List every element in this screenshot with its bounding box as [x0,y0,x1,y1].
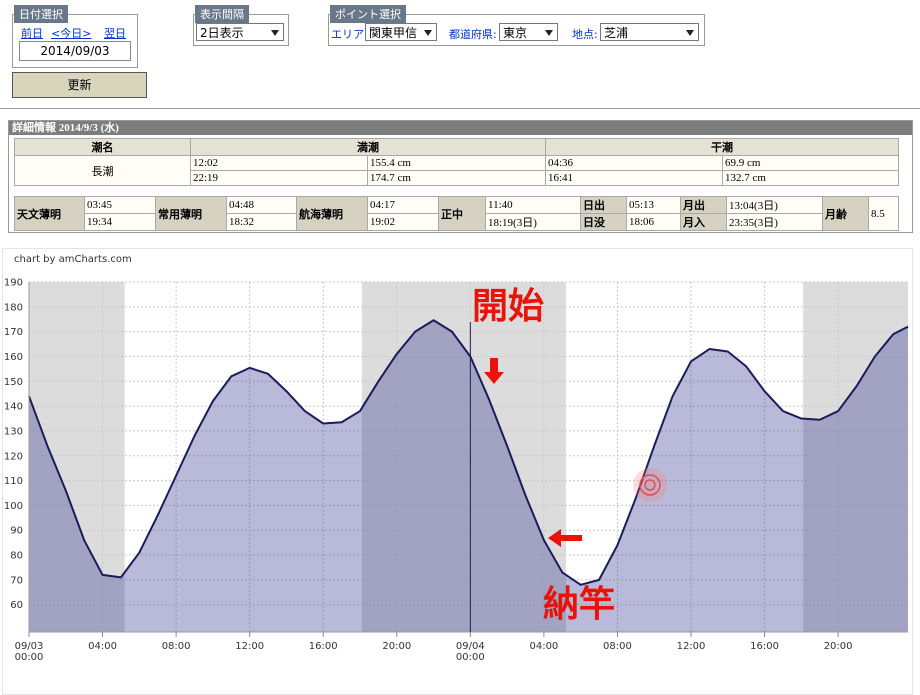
x-tick-label: 09/04 00:00 [455,641,485,663]
area-select[interactable]: 関東甲信 [365,23,437,41]
cell: 05:13 [626,196,681,214]
cell: 潮名 [14,138,191,156]
cell: 正中 [438,196,486,231]
cell: 満潮 [190,138,546,156]
interval-select[interactable]: 2日表示 [196,23,284,41]
sun-moon-table: 天文薄明 03:45 常用薄明 04:48 航海薄明 04:17 正中 11:40 日出 05:1… [14,196,899,231]
cell: 月出 [680,196,727,214]
cell: 132.7 cm [722,170,899,186]
spot-select[interactable]: 芝浦 [600,23,699,41]
x-tick-label: 16:00 [750,641,779,652]
cell: 常用薄明 [155,196,227,231]
cell: 日出 [580,196,627,214]
cell: 155.4 cm [367,155,546,171]
cell: 174.7 cm [367,170,546,186]
cell: 航海薄明 [296,196,368,231]
cell: 12:02 [190,155,368,171]
cell: 04:17 [367,196,439,214]
cell: 22:19 [190,170,368,186]
x-tick-label: 08:00 [603,641,632,652]
chart-frame [2,248,913,695]
x-tick-label: 12:00 [235,641,265,652]
cell: 18:32 [226,213,297,231]
tide-table: 潮名 満潮 干潮 長潮 12:02 155.4 cm 04:36 69.9 cm 22:19… [14,138,899,186]
legend: 表示間隔 [195,5,249,23]
x-tick-label: 12:00 [676,641,706,652]
next-link[interactable]: 翌日 [104,27,126,40]
cell: 16:41 [545,170,723,186]
cell: 04:48 [226,196,297,214]
cell: 月入 [680,213,727,231]
x-tick-label: 20:00 [382,641,412,652]
update-button[interactable]: 更新 [12,72,147,98]
spot-label: 地点: [572,28,598,41]
legend: 日付選択 [14,5,68,23]
legend: ポイント選択 [330,5,406,23]
x-tick-label: 08:00 [161,641,191,652]
cell: 19:02 [367,213,439,231]
cell: 干潮 [545,138,899,156]
cell: 03:45 [84,196,156,214]
cell: 04:36 [545,155,723,171]
cell: 8.5 [868,196,899,231]
x-tick-label: 04:00 [529,641,559,652]
cell: 天文薄明 [14,196,85,231]
x-tick-label: 04:00 [88,641,117,652]
cell: 11:40 [485,196,581,214]
prev-link[interactable]: 前日 [21,27,43,40]
cell: 18:19(3日) [485,213,581,231]
detail-title: 詳細情報 2014/9/3 (水) [9,121,912,135]
x-tick-label: 20:00 [823,641,853,652]
x-tick-label: 16:00 [308,641,338,652]
pref-select[interactable]: 東京 [499,23,558,41]
area-label: エリア: [331,28,368,41]
cell: 長潮 [14,155,191,186]
cell: 18:06 [626,213,681,231]
divider [0,108,920,109]
today-link[interactable]: <今日> [51,27,92,40]
cell: 23:35(3日) [726,213,823,231]
date-input[interactable]: 2014/09/03 [19,41,131,61]
cell: 日没 [580,213,627,231]
x-tick-label: 09/03 00:00 [14,641,44,663]
cell: 13:04(3日) [726,196,823,214]
cell: 月齢 [822,196,869,231]
pref-label: 都道府県: [449,28,497,41]
cell: 69.9 cm [722,155,899,171]
cell: 19:34 [84,213,156,231]
